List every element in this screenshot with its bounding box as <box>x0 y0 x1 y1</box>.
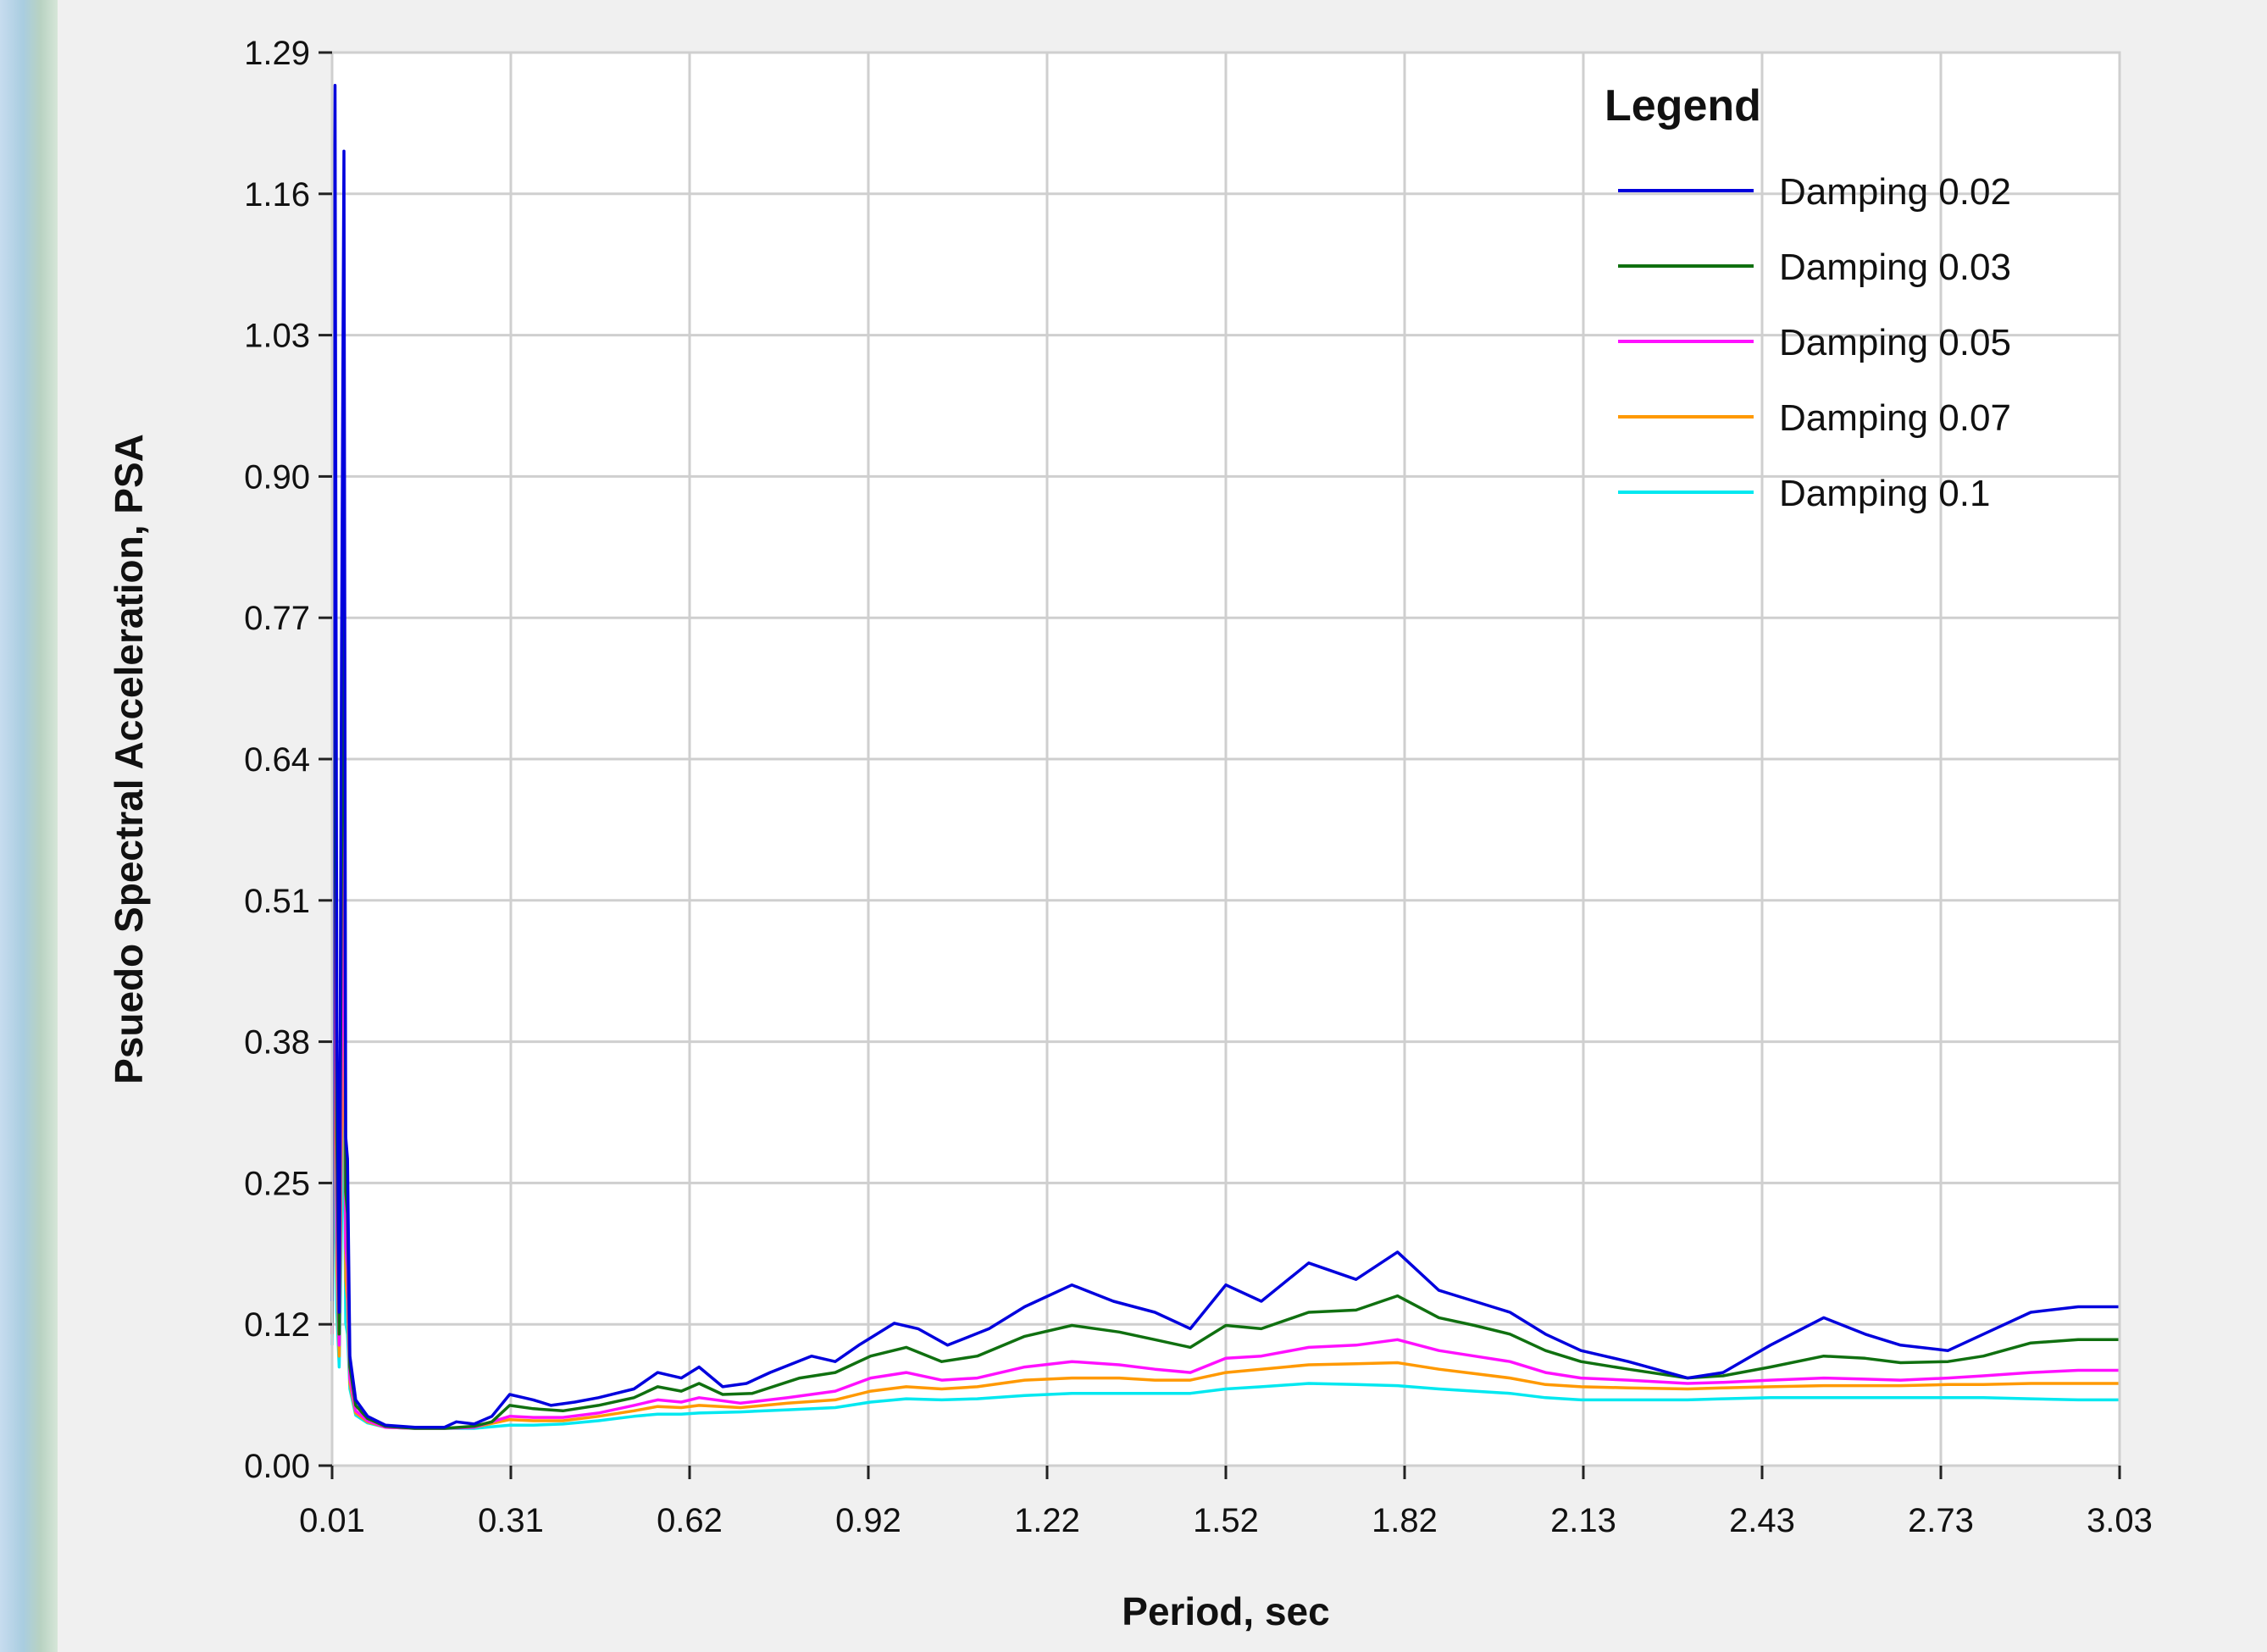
x-tick-label: 2.73 <box>1908 1502 1974 1539</box>
y-tick-label: 1.29 <box>244 35 310 72</box>
x-axis-ticks: 0.01 0.31 0.62 0.92 1.22 1.52 1.82 2.13 2.43 2.73… <box>299 1466 2153 1539</box>
legend-label-damping-0-02: Damping 0.02 <box>1779 171 2011 213</box>
y-axis-title: Psuedo Spectral Acceleration, PSA <box>107 434 151 1084</box>
y-tick-label: 0.90 <box>244 458 310 496</box>
legend-label-damping-0-03: Damping 0.03 <box>1779 247 2011 288</box>
x-tick-label: 2.43 <box>1729 1502 1795 1539</box>
legend-label-damping-0-07: Damping 0.07 <box>1779 397 2011 439</box>
y-tick-label: 0.77 <box>244 600 310 637</box>
y-axis-ticks: 0.00 0.12 0.25 0.38 0.51 0.64 0.77 0.90 1.03 1.16… <box>244 35 332 1485</box>
y-tick-label: 0.25 <box>244 1165 310 1202</box>
y-tick-label: 0.12 <box>244 1306 310 1344</box>
series-line-damping-0-02 <box>330 84 2120 1429</box>
y-tick-label: 1.16 <box>244 176 310 213</box>
y-tick-label: 0.64 <box>244 741 310 779</box>
x-tick-label: 1.82 <box>1372 1502 1438 1539</box>
x-tick-label: 2.13 <box>1550 1502 1616 1539</box>
y-tick-label: 1.03 <box>244 318 310 355</box>
x-axis-title: Period, sec <box>1122 1589 1329 1633</box>
legend-label-damping-0-05: Damping 0.05 <box>1779 322 2011 363</box>
x-tick-label: 1.52 <box>1193 1502 1259 1539</box>
x-tick-label: 0.62 <box>657 1502 723 1539</box>
chart-panel: 0.01 0.31 0.62 0.92 1.22 1.52 1.82 2.13 2.43 2.73… <box>58 0 2267 1652</box>
x-tick-label: 1.22 <box>1014 1502 1080 1539</box>
series-lines <box>330 84 2120 1430</box>
y-tick-label: 0.00 <box>244 1448 310 1485</box>
legend-title: Legend <box>1605 81 1761 130</box>
legend-label-damping-0-1: Damping 0.1 <box>1779 473 1990 514</box>
x-tick-label: 0.01 <box>299 1502 365 1539</box>
psa-chart: 0.01 0.31 0.62 0.92 1.22 1.52 1.82 2.13 2.43 2.73… <box>107 35 2153 1633</box>
background-strip <box>0 0 58 1652</box>
y-tick-label: 0.38 <box>244 1024 310 1062</box>
x-tick-label: 3.03 <box>2087 1502 2153 1539</box>
x-tick-label: 0.31 <box>478 1502 544 1539</box>
y-tick-label: 0.51 <box>244 883 310 920</box>
x-tick-label: 0.92 <box>835 1502 901 1539</box>
legend: Legend Damping 0.02 Damping 0.03 Damping 0… <box>1605 81 2011 514</box>
